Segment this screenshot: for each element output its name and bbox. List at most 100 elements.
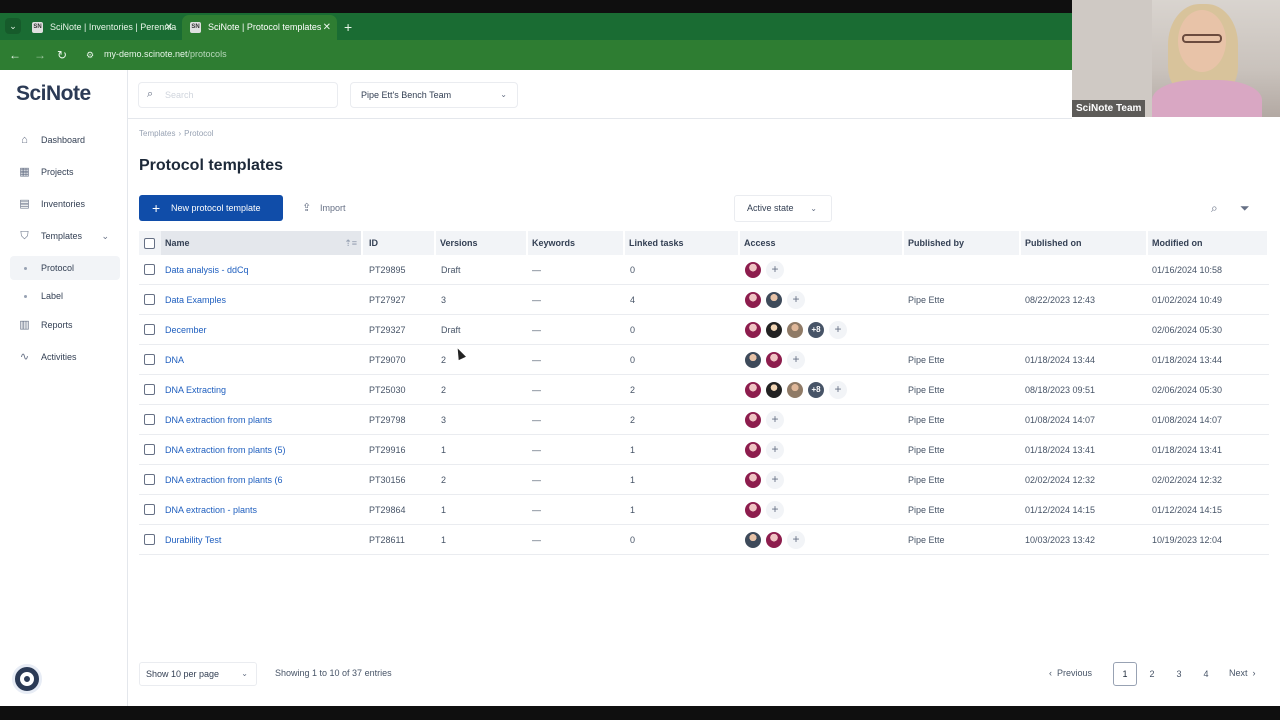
row-checkbox[interactable] xyxy=(144,324,155,335)
add-access-plus-icon[interactable]: + xyxy=(787,531,805,549)
row-name-link[interactable]: Data Examples xyxy=(165,295,227,305)
add-access-plus-icon[interactable]: + xyxy=(787,351,805,369)
pagination-next[interactable]: Next › xyxy=(1229,668,1256,678)
forward-arrow-icon[interactable]: → xyxy=(34,48,46,62)
sidebar-item-inventories[interactable]: ▤ Inventories xyxy=(0,192,127,216)
row-name-link[interactable]: Durability Test xyxy=(165,535,222,545)
active-state-dropdown[interactable]: Active state ⌄ xyxy=(734,195,832,222)
row-name-link[interactable]: DNA xyxy=(165,355,185,365)
browser-tab-inventories[interactable]: SN SciNote | Inventories | Perennia ✕ xyxy=(24,15,179,40)
search-box[interactable]: ⌕ xyxy=(138,82,338,108)
column-header-keywords[interactable]: Keywords xyxy=(528,231,625,255)
row-checkbox[interactable] xyxy=(144,294,155,305)
row-name-link[interactable]: DNA extraction from plants (5) xyxy=(165,445,286,455)
column-header-id[interactable]: ID xyxy=(365,231,436,255)
sidebar-item-projects[interactable]: ▦ Projects xyxy=(0,160,127,184)
table-row[interactable]: DNA extraction from plants (6 PT30156 2 — 1 P… xyxy=(139,465,1269,495)
per-page-dropdown[interactable]: Show 10 per page ⌄ xyxy=(139,662,257,686)
pagination-page-3[interactable]: 3 xyxy=(1176,669,1182,679)
breadcrumb-templates[interactable]: Templates xyxy=(139,129,176,138)
row-checkbox[interactable] xyxy=(144,474,155,485)
user-avatar[interactable] xyxy=(744,501,762,519)
close-tab-icon[interactable]: ✕ xyxy=(164,22,173,33)
add-access-plus-icon[interactable]: + xyxy=(766,501,784,519)
user-avatar[interactable] xyxy=(765,321,783,339)
table-row[interactable]: Data Examples PT27927 3 — 4 Pipe Ette 08/22/20… xyxy=(139,285,1269,315)
user-avatar[interactable] xyxy=(765,351,783,369)
filter-icon[interactable]: ⏷ xyxy=(1240,201,1250,215)
user-avatar[interactable] xyxy=(744,381,762,399)
table-search-icon[interactable]: ⌕ xyxy=(1211,201,1218,215)
close-tab-icon[interactable]: ✕ xyxy=(322,22,331,33)
reload-icon[interactable]: ↻ xyxy=(57,48,68,62)
sidebar-item-dashboard[interactable]: ⌂ Dashboard xyxy=(0,128,127,152)
table-row[interactable]: Durability Test PT28611 1 — 0 Pipe Ette 10/03/… xyxy=(139,525,1269,555)
user-avatar[interactable] xyxy=(744,441,762,459)
table-row[interactable]: DNA extraction - plants PT29864 1 — 1 Pipe Et… xyxy=(139,495,1269,525)
url-text[interactable]: my-demo.scinote.net/protocols xyxy=(104,49,227,59)
user-avatar[interactable] xyxy=(744,321,762,339)
pagination-previous[interactable]: ‹ Previous xyxy=(1049,668,1093,678)
table-row[interactable]: DNA extraction from plants PT29798 3 — 2 Pipe… xyxy=(139,405,1269,435)
row-name-link[interactable]: DNA extraction from plants (6 xyxy=(165,475,283,485)
more-users-badge[interactable]: +8 xyxy=(807,381,825,399)
add-access-plus-icon[interactable]: + xyxy=(829,321,847,339)
column-header-modified-on[interactable]: Modified on xyxy=(1148,231,1269,255)
row-name-link[interactable]: DNA Extracting xyxy=(165,385,227,395)
table-row[interactable]: DNA PT29070 2 — 0 Pipe Ette 01/18/2024 13:44 01… xyxy=(139,345,1269,375)
select-all-checkbox[interactable] xyxy=(144,238,155,249)
tab-list-chevron-icon[interactable]: ⌄ xyxy=(5,18,21,34)
back-arrow-icon[interactable]: ← xyxy=(9,48,21,62)
row-checkbox[interactable] xyxy=(144,354,155,365)
table-row[interactable]: Data analysis - ddCq PT29895 Draft — 0 01/16/… xyxy=(139,255,1269,285)
add-access-plus-icon[interactable]: + xyxy=(766,411,784,429)
row-checkbox[interactable] xyxy=(144,504,155,515)
add-access-plus-icon[interactable]: + xyxy=(829,381,847,399)
column-header-access[interactable]: Access xyxy=(740,231,904,255)
more-users-badge[interactable]: +8 xyxy=(807,321,825,339)
row-name-link[interactable]: DNA extraction from plants xyxy=(165,415,273,425)
user-avatar[interactable] xyxy=(786,381,804,399)
scinote-logo[interactable]: SciNote xyxy=(16,82,91,106)
row-checkbox[interactable] xyxy=(144,534,155,545)
browser-tab-protocol-templates[interactable]: SN SciNote | Protocol templates ✕ xyxy=(182,15,337,40)
pagination-page-1[interactable]: 1 xyxy=(1113,662,1137,686)
sidebar-item-reports[interactable]: ▥ Reports xyxy=(0,313,127,337)
user-avatar[interactable] xyxy=(744,291,762,309)
sidebar-item-protocol[interactable]: Protocol xyxy=(10,256,120,280)
user-avatar[interactable] xyxy=(765,291,783,309)
site-info-icon[interactable]: ⚙ xyxy=(86,50,95,60)
row-name-link[interactable]: DNA extraction - plants xyxy=(165,505,258,515)
user-avatar[interactable] xyxy=(765,381,783,399)
pagination-page-4[interactable]: 4 xyxy=(1203,669,1209,679)
new-tab-plus-icon[interactable]: + xyxy=(344,19,353,35)
row-name-link[interactable]: Data analysis - ddCq xyxy=(165,265,249,275)
user-avatar[interactable] xyxy=(744,411,762,429)
sidebar-item-activities[interactable]: ∿ Activities xyxy=(0,345,127,369)
pagination-page-2[interactable]: 2 xyxy=(1149,669,1155,679)
add-access-plus-icon[interactable]: + xyxy=(787,291,805,309)
row-name-link[interactable]: December xyxy=(165,325,207,335)
user-avatar[interactable] xyxy=(744,471,762,489)
add-access-plus-icon[interactable]: + xyxy=(766,261,784,279)
table-row[interactable]: DNA extraction from plants (5) PT29916 1 — 1… xyxy=(139,435,1269,465)
team-selector[interactable]: Pipe Ett's Bench Team ⌄ xyxy=(350,82,518,108)
user-avatar[interactable] xyxy=(744,531,762,549)
import-button[interactable]: ⇪ Import xyxy=(296,195,346,221)
user-avatar[interactable] xyxy=(765,531,783,549)
column-header-published-by[interactable]: Published by xyxy=(904,231,1021,255)
column-header-linked-tasks[interactable]: Linked tasks xyxy=(625,231,740,255)
row-checkbox[interactable] xyxy=(144,444,155,455)
column-header-name[interactable]: Name ⇡≡ xyxy=(161,231,363,255)
add-access-plus-icon[interactable]: + xyxy=(766,471,784,489)
table-row[interactable]: December PT29327 Draft — 0 02/06/2024 05:30 +8… xyxy=(139,315,1269,345)
search-input[interactable] xyxy=(165,87,325,103)
user-avatar[interactable] xyxy=(744,261,762,279)
sidebar-item-templates[interactable]: ⛉ Templates ⌄ xyxy=(0,224,127,248)
row-checkbox[interactable] xyxy=(144,414,155,425)
user-avatar[interactable] xyxy=(786,321,804,339)
row-checkbox[interactable] xyxy=(144,264,155,275)
row-checkbox[interactable] xyxy=(144,384,155,395)
column-header-published-on[interactable]: Published on xyxy=(1021,231,1148,255)
column-header-versions[interactable]: Versions xyxy=(436,231,528,255)
